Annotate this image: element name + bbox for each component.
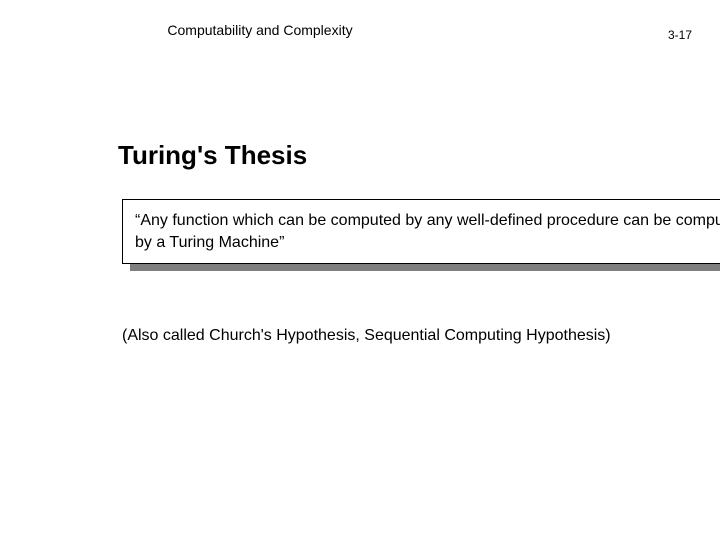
quote-box: “Any function which can be computed by a… [122,199,720,264]
quote-text: “Any function which can be computed by a… [135,210,720,253]
slide-title: Turing's Thesis [118,140,307,171]
header-title: Computability and Complexity [0,22,520,38]
note-text: (Also called Church's Hypothesis, Sequen… [122,327,611,345]
page-number: 3-17 [668,28,692,42]
